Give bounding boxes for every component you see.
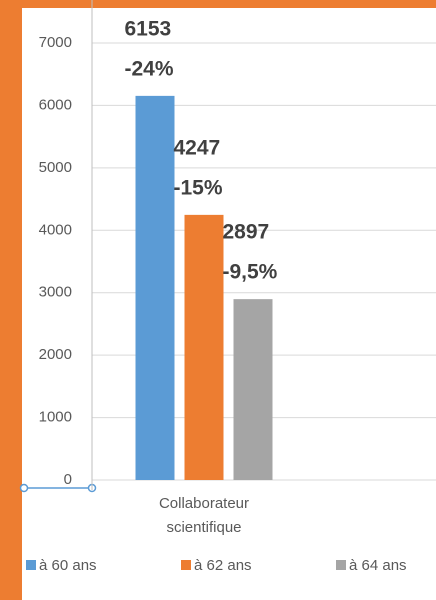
change-label: -24% [125,57,174,80]
legend-label: à 60 ans [39,557,97,574]
bar [184,214,224,481]
y-tick-label: 1000 [39,409,72,426]
legend-label: à 62 ans [194,557,252,574]
frame-top [0,0,436,8]
y-tick-label: 6000 [39,96,72,113]
legend-label: à 64 ans [349,557,407,574]
y-tick-label: 5000 [39,159,72,176]
bar [233,299,273,480]
data-label: 2897 [223,221,270,244]
y-tick-label: 3000 [39,284,72,301]
bar [135,95,175,480]
y-tick-label: 7000 [39,34,72,51]
legend-swatch [336,560,346,570]
selection-handle [19,483,29,493]
change-label: -15% [174,176,223,199]
y-tick-label: 4000 [39,221,72,238]
change-label: -9,5% [223,261,278,284]
category-label: Collaborateur scientifique [158,495,250,536]
y-tick-label: 0 [64,471,72,488]
legend-swatch [181,560,191,570]
y-tick-label: 2000 [39,346,72,363]
data-label: 4247 [174,136,221,159]
frame-left [0,0,22,600]
data-label: 6153 [125,17,172,40]
legend-swatch [26,560,36,570]
